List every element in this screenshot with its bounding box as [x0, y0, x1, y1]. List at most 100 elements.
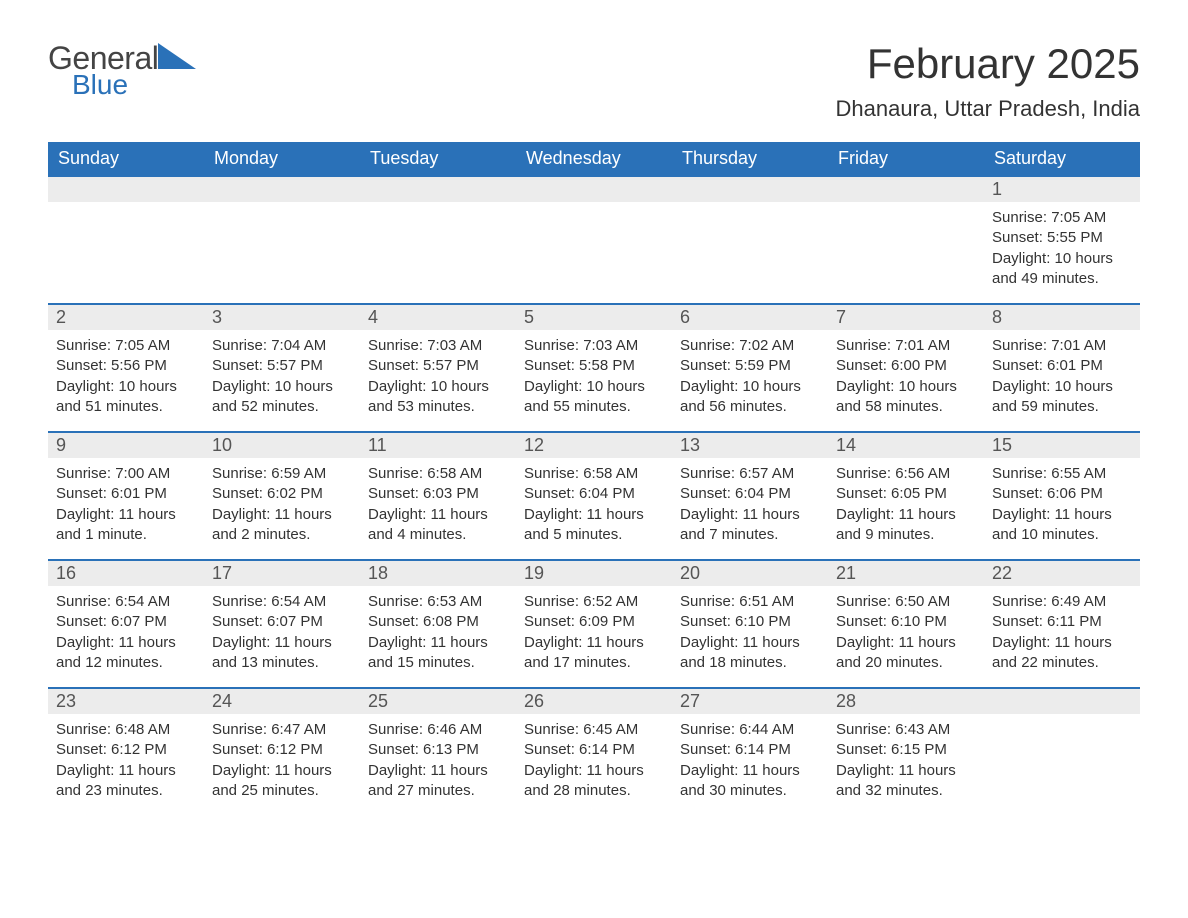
weekday-header: Friday — [828, 142, 984, 176]
sunrise-line: Sunrise: 7:04 AM — [212, 336, 352, 356]
logo-text-blue: Blue — [72, 69, 196, 101]
day-details: Sunrise: 6:58 AMSunset: 6:04 PMDaylight:… — [516, 458, 672, 559]
calendar-day-cell: 21Sunrise: 6:50 AMSunset: 6:10 PMDayligh… — [828, 560, 984, 688]
day-details: Sunrise: 6:49 AMSunset: 6:11 PMDaylight:… — [984, 586, 1140, 687]
sunrise-line: Sunrise: 6:53 AM — [368, 592, 508, 612]
day-number-empty — [516, 177, 672, 202]
weekday-header: Sunday — [48, 142, 204, 176]
header: General Blue February 2025 Dhanaura, Utt… — [48, 40, 1140, 122]
day-number: 14 — [828, 433, 984, 458]
sunset-line: Sunset: 6:15 PM — [836, 740, 976, 760]
day-details: Sunrise: 6:46 AMSunset: 6:13 PMDaylight:… — [360, 714, 516, 815]
calendar-day-cell: 26Sunrise: 6:45 AMSunset: 6:14 PMDayligh… — [516, 688, 672, 816]
sunrise-line: Sunrise: 6:58 AM — [524, 464, 664, 484]
sunset-line: Sunset: 6:07 PM — [56, 612, 196, 632]
daylight-line: Daylight: 11 hours and 18 minutes. — [680, 633, 820, 674]
sunset-line: Sunset: 6:04 PM — [680, 484, 820, 504]
daylight-line: Daylight: 11 hours and 28 minutes. — [524, 761, 664, 802]
weekday-header: Wednesday — [516, 142, 672, 176]
sunset-line: Sunset: 6:12 PM — [212, 740, 352, 760]
daylight-line: Daylight: 11 hours and 15 minutes. — [368, 633, 508, 674]
day-number-empty — [984, 689, 1140, 714]
calendar-day-cell: 13Sunrise: 6:57 AMSunset: 6:04 PMDayligh… — [672, 432, 828, 560]
sunset-line: Sunset: 6:00 PM — [836, 356, 976, 376]
day-details: Sunrise: 6:57 AMSunset: 6:04 PMDaylight:… — [672, 458, 828, 559]
day-details: Sunrise: 7:02 AMSunset: 5:59 PMDaylight:… — [672, 330, 828, 431]
daylight-line: Daylight: 11 hours and 12 minutes. — [56, 633, 196, 674]
calendar-day-cell — [360, 176, 516, 304]
day-number: 10 — [204, 433, 360, 458]
title-block: February 2025 Dhanaura, Uttar Pradesh, I… — [835, 40, 1140, 122]
day-number: 16 — [48, 561, 204, 586]
day-details: Sunrise: 6:54 AMSunset: 6:07 PMDaylight:… — [48, 586, 204, 687]
sunrise-line: Sunrise: 6:54 AM — [212, 592, 352, 612]
sunset-line: Sunset: 6:05 PM — [836, 484, 976, 504]
sunset-line: Sunset: 6:13 PM — [368, 740, 508, 760]
day-details: Sunrise: 7:03 AMSunset: 5:58 PMDaylight:… — [516, 330, 672, 431]
calendar-day-cell: 14Sunrise: 6:56 AMSunset: 6:05 PMDayligh… — [828, 432, 984, 560]
calendar-day-cell — [984, 688, 1140, 816]
daylight-line: Daylight: 11 hours and 9 minutes. — [836, 505, 976, 546]
day-details: Sunrise: 6:55 AMSunset: 6:06 PMDaylight:… — [984, 458, 1140, 559]
calendar-day-cell: 27Sunrise: 6:44 AMSunset: 6:14 PMDayligh… — [672, 688, 828, 816]
logo: General Blue — [48, 40, 196, 101]
daylight-line: Daylight: 11 hours and 32 minutes. — [836, 761, 976, 802]
daylight-line: Daylight: 10 hours and 51 minutes. — [56, 377, 196, 418]
calendar-day-cell: 1Sunrise: 7:05 AMSunset: 5:55 PMDaylight… — [984, 176, 1140, 304]
daylight-line: Daylight: 11 hours and 27 minutes. — [368, 761, 508, 802]
sunrise-line: Sunrise: 6:55 AM — [992, 464, 1132, 484]
sunset-line: Sunset: 6:09 PM — [524, 612, 664, 632]
sunrise-line: Sunrise: 6:54 AM — [56, 592, 196, 612]
sunrise-line: Sunrise: 6:48 AM — [56, 720, 196, 740]
day-details: Sunrise: 6:53 AMSunset: 6:08 PMDaylight:… — [360, 586, 516, 687]
day-number: 6 — [672, 305, 828, 330]
sunrise-line: Sunrise: 7:01 AM — [992, 336, 1132, 356]
day-details: Sunrise: 6:58 AMSunset: 6:03 PMDaylight:… — [360, 458, 516, 559]
day-number: 19 — [516, 561, 672, 586]
sunset-line: Sunset: 6:11 PM — [992, 612, 1132, 632]
daylight-line: Daylight: 11 hours and 22 minutes. — [992, 633, 1132, 674]
day-number: 4 — [360, 305, 516, 330]
sunset-line: Sunset: 6:02 PM — [212, 484, 352, 504]
calendar-day-cell — [828, 176, 984, 304]
sunrise-line: Sunrise: 6:46 AM — [368, 720, 508, 740]
day-number: 23 — [48, 689, 204, 714]
sunrise-line: Sunrise: 6:47 AM — [212, 720, 352, 740]
calendar-day-cell: 10Sunrise: 6:59 AMSunset: 6:02 PMDayligh… — [204, 432, 360, 560]
daylight-line: Daylight: 11 hours and 2 minutes. — [212, 505, 352, 546]
day-details: Sunrise: 7:01 AMSunset: 6:00 PMDaylight:… — [828, 330, 984, 431]
day-details: Sunrise: 6:54 AMSunset: 6:07 PMDaylight:… — [204, 586, 360, 687]
calendar-day-cell: 6Sunrise: 7:02 AMSunset: 5:59 PMDaylight… — [672, 304, 828, 432]
daylight-line: Daylight: 11 hours and 4 minutes. — [368, 505, 508, 546]
sunset-line: Sunset: 6:04 PM — [524, 484, 664, 504]
sunset-line: Sunset: 6:12 PM — [56, 740, 196, 760]
calendar-day-cell: 23Sunrise: 6:48 AMSunset: 6:12 PMDayligh… — [48, 688, 204, 816]
day-number: 25 — [360, 689, 516, 714]
sunset-line: Sunset: 5:56 PM — [56, 356, 196, 376]
sunrise-line: Sunrise: 6:43 AM — [836, 720, 976, 740]
day-number: 24 — [204, 689, 360, 714]
sunset-line: Sunset: 6:01 PM — [56, 484, 196, 504]
calendar-day-cell: 28Sunrise: 6:43 AMSunset: 6:15 PMDayligh… — [828, 688, 984, 816]
calendar-day-cell: 16Sunrise: 6:54 AMSunset: 6:07 PMDayligh… — [48, 560, 204, 688]
daylight-line: Daylight: 11 hours and 20 minutes. — [836, 633, 976, 674]
calendar-day-cell: 12Sunrise: 6:58 AMSunset: 6:04 PMDayligh… — [516, 432, 672, 560]
sunrise-line: Sunrise: 6:52 AM — [524, 592, 664, 612]
weekday-header: Tuesday — [360, 142, 516, 176]
calendar-week-row: 1Sunrise: 7:05 AMSunset: 5:55 PMDaylight… — [48, 176, 1140, 304]
calendar-day-cell: 3Sunrise: 7:04 AMSunset: 5:57 PMDaylight… — [204, 304, 360, 432]
weekday-header: Saturday — [984, 142, 1140, 176]
sunrise-line: Sunrise: 6:45 AM — [524, 720, 664, 740]
sunset-line: Sunset: 6:10 PM — [836, 612, 976, 632]
daylight-line: Daylight: 10 hours and 52 minutes. — [212, 377, 352, 418]
calendar-day-cell — [672, 176, 828, 304]
day-number: 13 — [672, 433, 828, 458]
day-number: 27 — [672, 689, 828, 714]
daylight-line: Daylight: 10 hours and 58 minutes. — [836, 377, 976, 418]
calendar-day-cell: 19Sunrise: 6:52 AMSunset: 6:09 PMDayligh… — [516, 560, 672, 688]
day-details: Sunrise: 7:04 AMSunset: 5:57 PMDaylight:… — [204, 330, 360, 431]
sunrise-line: Sunrise: 6:50 AM — [836, 592, 976, 612]
day-number: 15 — [984, 433, 1140, 458]
calendar-header-row: SundayMondayTuesdayWednesdayThursdayFrid… — [48, 142, 1140, 176]
day-details: Sunrise: 6:51 AMSunset: 6:10 PMDaylight:… — [672, 586, 828, 687]
